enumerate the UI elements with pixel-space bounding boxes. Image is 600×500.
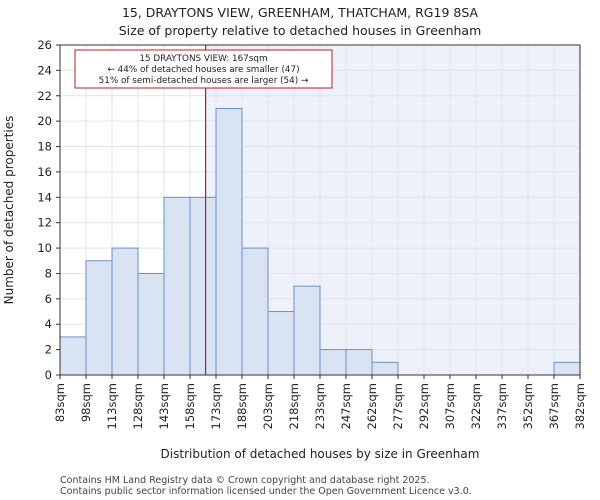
y-tick-label: 8 [45, 266, 52, 280]
x-tick-label: 233sqm [313, 383, 327, 429]
y-tick-label: 22 [37, 89, 52, 103]
y-axis-label: Number of detached properties [2, 116, 16, 305]
x-tick-label: 143sqm [157, 383, 171, 429]
footer-line-2: Contains public sector information licen… [60, 486, 472, 497]
y-tick-label: 14 [37, 190, 52, 204]
chart-title: 15, DRAYTONS VIEW, GREENHAM, THATCHAM, R… [122, 5, 479, 20]
y-tick-label: 18 [37, 140, 52, 154]
bar [267, 311, 295, 376]
chart-subtitle: Size of property relative to detached ho… [119, 23, 482, 38]
x-tick-label: 277sqm [391, 383, 405, 429]
y-tick-label: 6 [45, 292, 52, 306]
x-tick-label: 382sqm [573, 383, 587, 429]
y-tick-label: 20 [37, 114, 52, 128]
bar [241, 247, 269, 376]
y-tick-label: 12 [37, 216, 52, 230]
bar [293, 285, 321, 376]
x-tick-label: 98sqm [79, 383, 93, 422]
x-axis-label: Distribution of detached houses by size … [161, 447, 480, 461]
x-tick-label: 218sqm [287, 383, 301, 429]
bar [189, 196, 217, 376]
x-tick-label: 367sqm [547, 383, 561, 429]
x-tick-label: 113sqm [105, 383, 119, 429]
x-tick-label: 307sqm [443, 383, 457, 429]
x-tick-label: 158sqm [183, 383, 197, 429]
y-tick-label: 2 [45, 343, 52, 357]
bar [215, 107, 243, 376]
x-tick-label: 83sqm [53, 383, 67, 422]
x-tick-label: 203sqm [261, 383, 275, 429]
bar [371, 361, 399, 376]
x-tick-label: 262sqm [365, 383, 379, 429]
bar [59, 336, 87, 376]
bar [85, 260, 113, 376]
bar [111, 247, 139, 376]
y-tick-label: 26 [37, 38, 52, 52]
x-tick-label: 247sqm [339, 383, 353, 429]
bar [163, 196, 191, 376]
y-tick-label: 24 [37, 63, 52, 77]
annotation-box [74, 49, 333, 89]
plot-area: 15 DRAYTONS VIEW: 167sqm← 44% of detache… [37, 38, 587, 429]
y-tick-label: 10 [37, 241, 52, 255]
x-tick-label: 322sqm [469, 383, 483, 429]
bar [137, 272, 165, 376]
bar [345, 349, 373, 376]
x-tick-label: 188sqm [235, 383, 249, 429]
x-tick-label: 128sqm [131, 383, 145, 429]
x-tick-label: 173sqm [209, 383, 223, 429]
annotation-line-2: ← 44% of detached houses are smaller (47… [107, 65, 299, 75]
y-tick-label: 4 [45, 317, 52, 331]
x-tick-label: 337sqm [495, 383, 509, 429]
y-tick-label: 0 [45, 368, 52, 382]
bar [319, 349, 347, 376]
annotation-line-1: 15 DRAYTONS VIEW: 167sqm [139, 54, 267, 64]
annotation-line-3: 51% of semi-detached houses are larger (… [99, 76, 309, 86]
bar [553, 361, 581, 376]
x-tick-label: 352sqm [521, 383, 535, 429]
y-tick-label: 16 [37, 165, 52, 179]
x-tick-label: 292sqm [417, 383, 431, 429]
footer-line-1: Contains HM Land Registry data © Crown c… [60, 475, 430, 486]
